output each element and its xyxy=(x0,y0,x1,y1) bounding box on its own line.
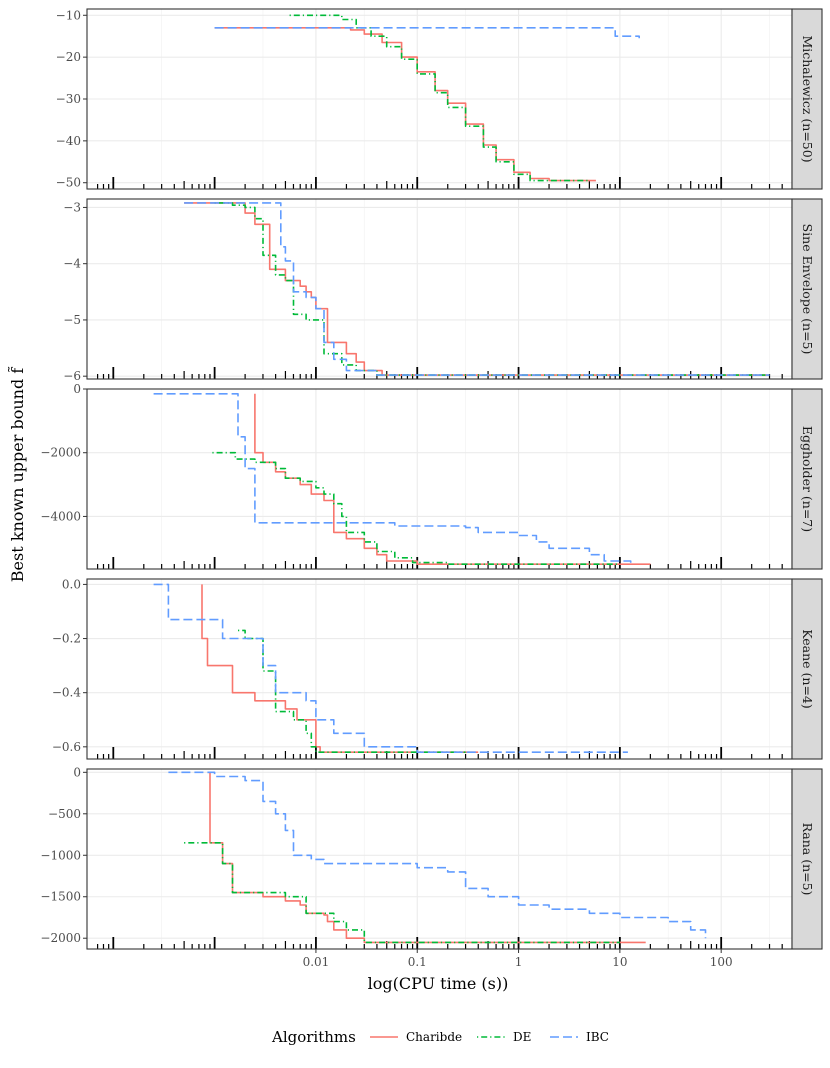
y-tick-label: −50 xyxy=(56,176,81,190)
y-tick-label: 0 xyxy=(73,765,81,779)
panel-4: 0.0 −0.2 −0.4 −0.6 Keane (n=4) xyxy=(52,577,823,760)
legend-label-ibc: IBC xyxy=(586,1030,609,1044)
series-line-charibde xyxy=(184,202,770,376)
facet-strip xyxy=(791,198,823,380)
y-tick-label: −6 xyxy=(63,369,81,383)
y-tick-label: −0.6 xyxy=(52,740,81,754)
series-line-ibc xyxy=(184,202,770,376)
facet-strip xyxy=(791,8,823,190)
y-tick-label: 0 xyxy=(73,382,81,396)
panel-background xyxy=(87,199,792,379)
y-tick-label: −4000 xyxy=(40,509,81,523)
y-tick-label: −5 xyxy=(63,313,81,327)
panel-5: 0 −500 −1000 −1500 −2000 Rana (n=5) xyxy=(40,765,823,950)
panel-background xyxy=(87,769,792,949)
legend: Algorithms Charibde DE IBC xyxy=(271,1028,609,1046)
panel-2: −3 −4 −5 −6 Sine Envelope (n=5) xyxy=(63,198,823,383)
series-line-charibde xyxy=(201,584,479,753)
y-tick-label: −0.2 xyxy=(52,632,81,646)
y-tick-label: −0.4 xyxy=(52,686,82,700)
x-tick-label: 10 xyxy=(612,955,627,969)
facet-strip-label: Keane (n=4) xyxy=(800,629,815,709)
x-tick-label: 100 xyxy=(710,955,733,969)
series-line-charibde xyxy=(254,393,651,565)
panel-background xyxy=(87,389,792,569)
legend-title: Algorithms xyxy=(271,1028,356,1046)
facet-strip xyxy=(791,388,823,570)
series-line-ibc xyxy=(214,27,640,39)
panel-3: 0 −2000 −4000 Eggholder (n=7) xyxy=(40,382,823,570)
facet-strip xyxy=(791,578,823,760)
y-tick-label: −500 xyxy=(48,807,81,821)
legend-items: Charibde DE IBC xyxy=(370,1030,609,1044)
series-line-de xyxy=(184,842,620,944)
y-tick-label: −4 xyxy=(63,257,81,271)
y-tick-label: −30 xyxy=(56,92,81,106)
y-tick-label: −1500 xyxy=(40,890,81,904)
y-tick-label: −1000 xyxy=(40,848,81,862)
legend-label-charibde: Charibde xyxy=(406,1030,462,1044)
x-axis-title: log(CPU time (s)) xyxy=(368,974,509,993)
y-tick-label: 0.0 xyxy=(62,577,81,591)
series-line-ibc xyxy=(168,771,707,939)
facet-strip-label: Sine Envelope (n=5) xyxy=(800,224,815,355)
series-line-ibc xyxy=(153,393,632,565)
series-line-charibde xyxy=(214,27,596,182)
y-axis-title: Best known upper bound f̃ xyxy=(8,366,27,582)
series-line-de xyxy=(289,14,590,182)
facet-strip-label: Eggholder (n=7) xyxy=(800,426,815,532)
y-tick-label: −3 xyxy=(63,200,81,214)
panel-background xyxy=(87,579,792,759)
y-tick-label: −10 xyxy=(56,8,81,22)
facet-strip xyxy=(791,768,823,950)
y-tick-label: −20 xyxy=(56,50,81,64)
y-tick-label: −2000 xyxy=(40,446,81,460)
y-tick-label: −2000 xyxy=(40,931,81,945)
x-tick-label: 1 xyxy=(515,955,523,969)
x-tick-label: 0.01 xyxy=(303,955,330,969)
x-tick-label: 0.1 xyxy=(408,955,427,969)
y-tick-label: −40 xyxy=(56,134,81,148)
facet-strip-label: Rana (n=5) xyxy=(800,823,815,896)
series-line-de xyxy=(212,451,620,565)
series-line-ibc xyxy=(153,583,628,753)
panel-1: −10 −20 −30 −40 −50 Michalewicz (n=50) xyxy=(56,8,823,190)
facet-strip-label: Michalewicz (n=50) xyxy=(800,35,815,162)
legend-label-de: DE xyxy=(513,1030,531,1044)
